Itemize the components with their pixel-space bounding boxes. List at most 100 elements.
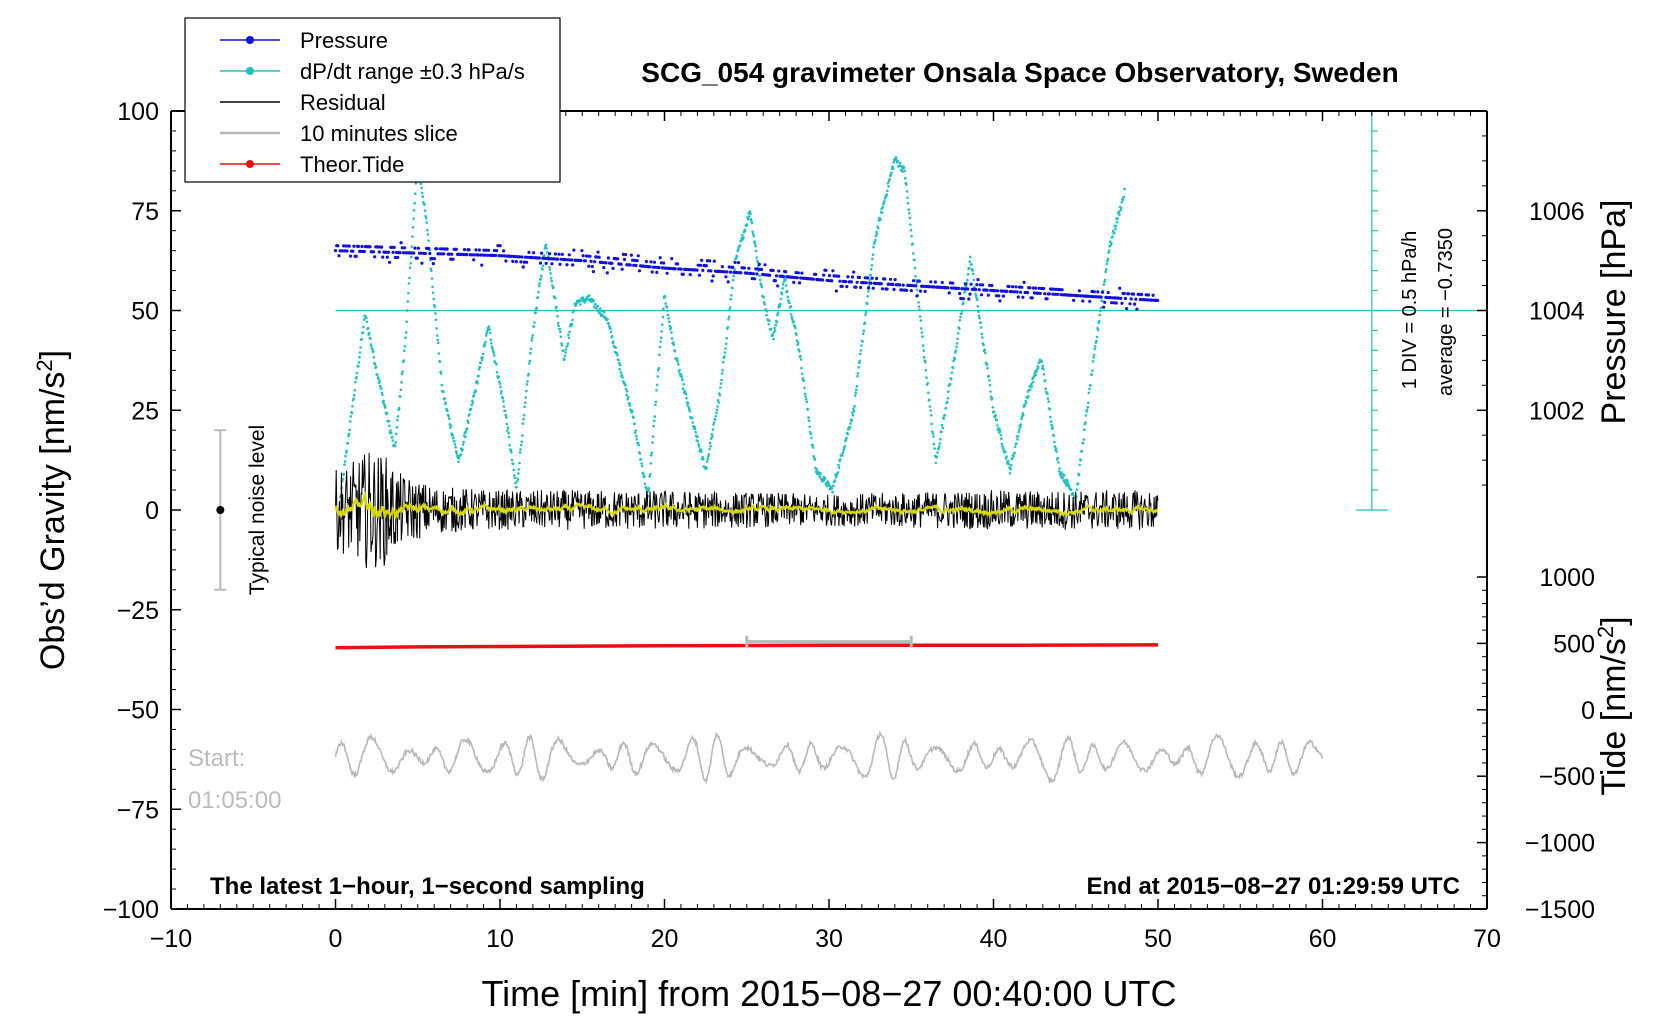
pressure-point xyxy=(620,267,624,271)
pressure-point xyxy=(559,257,563,261)
pressure-point xyxy=(548,252,552,256)
dpdt-point xyxy=(892,160,895,164)
pressure-point xyxy=(597,255,601,259)
dpdt-point xyxy=(540,274,543,278)
pressure-point xyxy=(791,275,795,279)
pressure-point xyxy=(360,244,364,249)
dpdt-point xyxy=(784,284,788,287)
dpdt-point xyxy=(628,402,631,405)
dpdt-point xyxy=(729,297,733,301)
pressure-point xyxy=(566,258,570,262)
dpdt-point xyxy=(808,425,811,429)
pressure-point xyxy=(967,297,971,301)
tide-line xyxy=(335,643,1159,650)
dpdt-point xyxy=(1100,299,1104,303)
dpdt-point xyxy=(819,472,822,475)
dpdt-point xyxy=(537,290,540,294)
dpdt-point xyxy=(1053,440,1056,444)
pressure-point xyxy=(726,280,730,284)
dpdt-point xyxy=(669,326,673,330)
dpdt-point xyxy=(1030,385,1034,388)
dpdt-point xyxy=(946,400,949,404)
dpdt-point xyxy=(358,351,362,354)
pressure-point xyxy=(354,254,358,258)
dpdt-point xyxy=(1050,423,1053,427)
dpdt-point xyxy=(395,426,399,429)
dpdt-point xyxy=(919,319,923,322)
dpdt-point xyxy=(868,278,871,282)
legend-label-tide: Theor.Tide xyxy=(300,152,404,177)
pressure-point xyxy=(1103,300,1107,304)
pressure-point xyxy=(1092,290,1096,294)
dpdt-point xyxy=(420,191,424,195)
dpdt-point xyxy=(939,437,942,441)
dpdt-point xyxy=(563,357,566,361)
dpdt-point xyxy=(913,258,916,262)
dpdt-point xyxy=(609,330,613,334)
pressure-point xyxy=(857,275,862,279)
pressure-point xyxy=(519,260,523,264)
pressure-point xyxy=(792,280,796,284)
dpdt-point xyxy=(520,440,524,444)
tide-tick-label: 500 xyxy=(1553,630,1595,658)
dpdt-point xyxy=(760,285,764,289)
pressure-point xyxy=(701,268,705,272)
pressure-point xyxy=(874,281,878,285)
dpdt-point xyxy=(990,397,994,400)
pressure-point xyxy=(989,288,993,292)
pressure-point xyxy=(643,264,647,268)
dpdt-point xyxy=(471,401,475,404)
dpdt-point xyxy=(938,442,942,445)
pressure-point xyxy=(763,263,767,267)
pressure-point xyxy=(796,271,801,275)
pressure-point xyxy=(400,246,404,250)
pressure-point xyxy=(552,257,556,261)
pressure-point xyxy=(725,270,729,274)
dpdt-point xyxy=(414,192,417,195)
dpdt-point xyxy=(381,393,384,397)
pressure-point xyxy=(986,293,991,297)
dpdt-point xyxy=(594,303,597,306)
dpdt-point xyxy=(735,255,739,258)
pressure-point xyxy=(491,253,495,257)
dpdt-point xyxy=(502,405,506,408)
pressure-point xyxy=(852,270,856,274)
dpdt-point xyxy=(720,378,723,382)
dpdt-point xyxy=(530,339,533,342)
dpdt-point xyxy=(750,221,754,225)
dpdt-point xyxy=(408,276,411,280)
pressure-point xyxy=(757,262,761,266)
pressure-point xyxy=(1051,292,1055,296)
dpdt-point xyxy=(711,428,715,431)
dpdt-point xyxy=(859,349,863,352)
pressure-point xyxy=(441,247,445,251)
dpdt-series xyxy=(339,156,1126,500)
pressure-point xyxy=(1016,295,1020,299)
pressure-point xyxy=(834,289,839,293)
pressure-point xyxy=(985,288,989,292)
dpdt-point xyxy=(870,264,874,267)
pressure-point xyxy=(794,271,798,275)
pressure-point xyxy=(461,252,465,257)
dpdt-point xyxy=(1000,437,1003,441)
pressure-point xyxy=(581,254,585,258)
pressure-point xyxy=(1077,289,1081,293)
pressure-point xyxy=(900,288,904,292)
dpdt-point xyxy=(549,272,552,275)
pressure-point xyxy=(564,258,568,262)
pressure-point xyxy=(917,279,921,283)
dpdt-point xyxy=(995,418,999,422)
dpdt-point xyxy=(699,448,703,452)
dpdt-point xyxy=(427,239,430,242)
dpdt-point xyxy=(372,349,375,353)
dpdt-point xyxy=(754,244,757,248)
pressure-point xyxy=(771,268,775,273)
dpdt-point xyxy=(1061,476,1065,479)
pressure-tick-label: 1002 xyxy=(1529,397,1585,425)
dpdt-point xyxy=(705,460,709,463)
x-tick-label: 30 xyxy=(815,925,843,953)
dpdt-point xyxy=(941,426,944,430)
pressure-point xyxy=(1015,290,1019,294)
pressure-point xyxy=(854,285,858,289)
pressure-point xyxy=(345,249,349,253)
